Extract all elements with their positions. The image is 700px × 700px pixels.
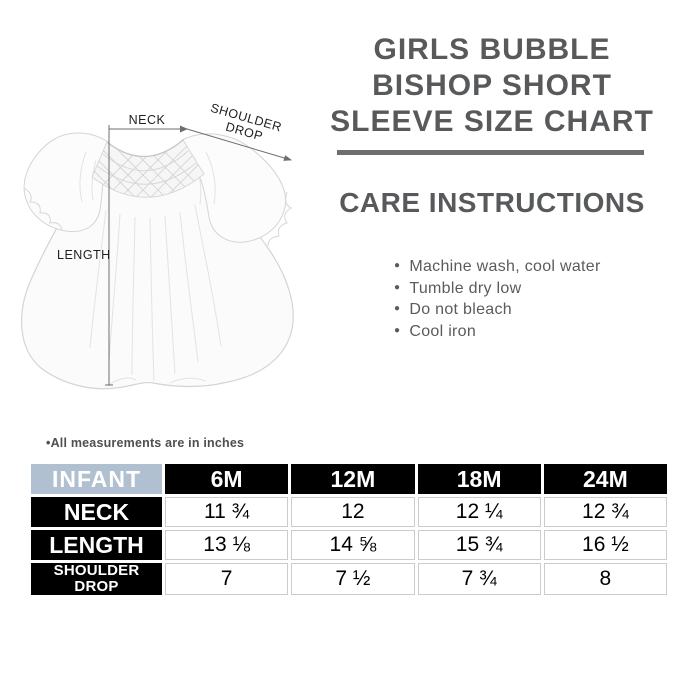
size-value-shoulder-12m: 7 ½ bbox=[291, 563, 415, 596]
garment-neckline bbox=[106, 139, 184, 158]
row-label-neck: NECK bbox=[31, 497, 162, 527]
row-label-shoulder-drop: SHOULDER DROP bbox=[31, 562, 162, 596]
table-row-length: LENGTH 13 ⅛ 14 ⅝ 15 ¾ 16 ½ bbox=[31, 530, 667, 560]
garment-measurement-diagram: NECK SHOULDER DROP LENGTH bbox=[21, 101, 294, 390]
page-title-line-3: SLEEVE SIZE CHART bbox=[330, 105, 654, 138]
care-item-text: Cool iron bbox=[409, 322, 477, 340]
bullet-icon: ● bbox=[394, 259, 401, 271]
garment-illustration bbox=[21, 132, 294, 390]
bullet-icon: ● bbox=[394, 281, 401, 293]
care-item: ● Tumble dry low bbox=[394, 278, 601, 300]
care-instructions-heading: CARE INSTRUCTIONS bbox=[339, 187, 645, 218]
shoulder-drop-arrow-icon bbox=[283, 155, 292, 161]
column-header-infant: INFANT bbox=[31, 464, 162, 494]
table-row-shoulder-drop: SHOULDER DROP 7 7 ½ 7 ¾ 8 bbox=[31, 562, 667, 596]
size-value-neck-18m: 12 ¼ bbox=[417, 497, 541, 527]
column-header-18m: 18M bbox=[417, 464, 541, 494]
column-header-24m: 24M bbox=[543, 464, 667, 494]
size-value-neck-12m: 12 bbox=[291, 497, 415, 527]
size-table: INFANT 6M 12M 18M 24M NECK 11 ¾ 12 12 ¼ … bbox=[28, 461, 670, 598]
row-label-length: LENGTH bbox=[31, 530, 162, 560]
size-value-shoulder-18m: 7 ¾ bbox=[417, 563, 541, 596]
care-item-text: Do not bleach bbox=[409, 301, 512, 319]
bullet-icon: ● bbox=[394, 324, 401, 336]
table-header-row: INFANT 6M 12M 18M 24M bbox=[31, 464, 667, 494]
measurements-note: •All measurements are in inches bbox=[46, 436, 245, 450]
care-item-text: Machine wash, cool water bbox=[409, 257, 601, 275]
length-measure-label: LENGTH bbox=[57, 248, 111, 262]
care-item: ● Machine wash, cool water bbox=[394, 256, 601, 278]
title-underline bbox=[337, 150, 644, 155]
care-item: ● Do not bleach bbox=[394, 299, 601, 321]
size-value-length-12m: 14 ⅝ bbox=[291, 530, 415, 560]
size-value-length-18m: 15 ¾ bbox=[417, 530, 541, 560]
size-value-length-6m: 13 ⅛ bbox=[165, 530, 289, 560]
page-title-line-2: BISHOP SHORT bbox=[372, 69, 612, 102]
table-row-neck: NECK 11 ¾ 12 12 ¼ 12 ¾ bbox=[31, 497, 667, 527]
garment-right-sleeve bbox=[181, 133, 287, 243]
size-value-shoulder-6m: 7 bbox=[165, 563, 289, 596]
page-title: GIRLS BUBBLE BISHOP SHORT SLEEVE SIZE CH… bbox=[298, 32, 686, 140]
size-value-neck-24m: 12 ¾ bbox=[543, 497, 667, 527]
column-header-12m: 12M bbox=[291, 464, 415, 494]
page-title-line-1: GIRLS BUBBLE bbox=[373, 33, 611, 66]
care-instructions-list: ● Machine wash, cool water ● Tumble dry … bbox=[394, 256, 601, 343]
column-header-6m: 6M bbox=[165, 464, 289, 494]
care-item: ● Cool iron bbox=[394, 321, 601, 343]
care-item-text: Tumble dry low bbox=[409, 279, 522, 297]
size-value-neck-6m: 11 ¾ bbox=[165, 497, 289, 527]
neck-measure-label: NECK bbox=[129, 113, 166, 127]
bullet-icon: ● bbox=[394, 303, 401, 315]
size-value-shoulder-24m: 8 bbox=[543, 563, 667, 596]
neck-arrow-icon bbox=[180, 125, 188, 133]
garment-left-sleeve bbox=[23, 132, 109, 233]
size-value-length-24m: 16 ½ bbox=[543, 530, 667, 560]
